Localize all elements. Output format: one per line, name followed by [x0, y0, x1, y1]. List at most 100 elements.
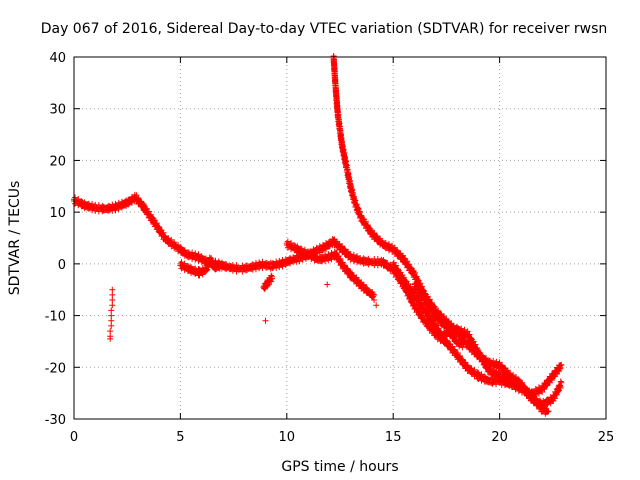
track-d-point [392, 262, 399, 269]
y-tick-label: 40 [49, 51, 66, 66]
track-e-point [426, 301, 433, 308]
track-c-point [558, 379, 565, 386]
track-d-point [527, 391, 534, 398]
outliers-point [108, 322, 115, 329]
y-tick-label: -20 [45, 361, 66, 376]
track-d-point [484, 362, 491, 369]
track-d-point [397, 275, 404, 282]
track-b-point [341, 262, 348, 269]
outliers-point [109, 297, 116, 304]
track-c-point [414, 276, 421, 283]
track-c-point [400, 252, 407, 259]
outliers-point [371, 297, 378, 304]
data-points [71, 52, 565, 417]
track-e-point [418, 296, 425, 303]
outliers-point [262, 317, 269, 324]
track-e-point [459, 344, 466, 351]
track-e-point [456, 336, 463, 343]
track-a-point [175, 241, 182, 248]
outliers-point [108, 312, 115, 319]
track-g-point [261, 283, 268, 290]
track-a-point [160, 229, 167, 236]
plot-border [73, 56, 607, 420]
track-d-point [508, 375, 515, 382]
x-tick-label: 5 [176, 430, 184, 445]
track-b-point [337, 255, 344, 262]
grid-lines [74, 57, 606, 419]
track-c-point [385, 240, 392, 247]
track-e-point [460, 341, 467, 348]
track-a-point [189, 249, 196, 256]
track-a-point [551, 367, 558, 374]
track-c-point [513, 374, 520, 381]
track-a-point [195, 251, 202, 258]
track-a-point [273, 264, 280, 271]
track-d-point [418, 305, 425, 312]
track-a-point [135, 194, 142, 201]
outliers-point [109, 286, 116, 293]
track-a-point [89, 200, 96, 207]
track-a-point [449, 343, 456, 350]
track-a-point [293, 258, 300, 265]
track-c-point [504, 367, 511, 374]
outliers-point [373, 302, 380, 309]
x-tick-label: 25 [598, 430, 615, 445]
track-a-point [153, 220, 160, 227]
track-c-point [377, 235, 384, 242]
axis-ticks: 0 5 10 15 20 25 -30 -20 -10 0 10 20 30 40 [45, 51, 615, 445]
track-a-point [387, 261, 394, 268]
track-a-point [535, 390, 542, 397]
track-a-point [345, 248, 352, 255]
track-c-point [371, 229, 378, 236]
track-b-point [284, 238, 291, 245]
track-c-point [362, 218, 369, 225]
track-b-point [371, 291, 378, 298]
track-d-point [472, 341, 479, 348]
track-e-point [449, 329, 456, 336]
y-tick-label: -10 [45, 310, 66, 325]
track-c-point [417, 280, 424, 287]
y-tick-label: 20 [49, 154, 66, 169]
outliers-point [108, 317, 115, 324]
track-d-point [488, 365, 495, 372]
track-a-point [115, 206, 122, 213]
track-a-point [142, 205, 149, 212]
track-a-point [474, 369, 481, 376]
x-tick-label: 10 [279, 430, 296, 445]
x-axis-label: GPS time / hours [281, 459, 398, 475]
track-d-point [528, 390, 535, 397]
x-tick-label: 15 [385, 430, 402, 445]
track-b-point [301, 246, 308, 253]
track-g-point [260, 284, 267, 291]
track-b-point [305, 248, 312, 255]
track-a-point [334, 238, 341, 245]
track-c-point [490, 357, 497, 364]
track-a-point [72, 194, 79, 201]
track-a-point [350, 251, 357, 258]
track-a-point [475, 369, 482, 376]
track-c-point [552, 395, 559, 402]
track-a-point [556, 365, 563, 372]
x-tick-label: 0 [70, 430, 78, 445]
outliers-point [109, 291, 116, 298]
track-a-point [462, 359, 469, 366]
track-f-point [208, 255, 215, 262]
track-d-point [407, 283, 414, 290]
y-tick-label: 0 [58, 258, 66, 273]
track-b-point [322, 258, 329, 265]
track-d-point [545, 408, 552, 415]
y-tick-label: -30 [45, 413, 66, 428]
track-f-point [218, 261, 225, 268]
track-a-point [457, 352, 464, 359]
x-tick-label: 20 [491, 430, 508, 445]
track-d-point [505, 373, 512, 380]
track-b-point [308, 249, 315, 256]
track-c-point [440, 313, 447, 320]
track-f-point [178, 259, 185, 266]
track-a-point [140, 200, 147, 207]
track-a-point [339, 243, 346, 250]
track-d-point [544, 408, 551, 415]
y-tick-label: 10 [49, 206, 66, 221]
track-a-point [171, 239, 178, 246]
track-b-point [360, 281, 367, 288]
